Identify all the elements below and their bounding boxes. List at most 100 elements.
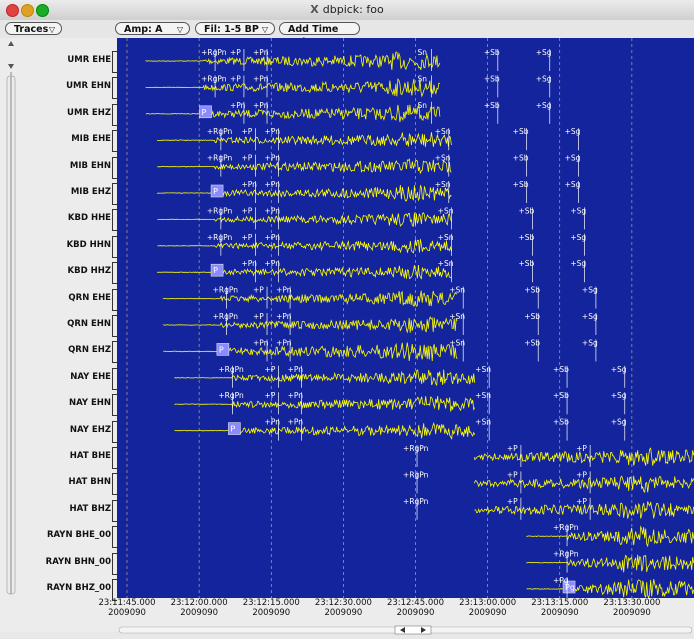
phase-pick-label: +Sb bbox=[553, 365, 569, 374]
minimize-button[interactable] bbox=[21, 4, 34, 17]
trace-plot[interactable]: +RgPn +P +Pn Sn +Sb +Sg +RgPn +P +Pn Sn +Sb +Sg P +Pn… bbox=[117, 38, 694, 598]
channel-labels: UMR EHE UMR EHN UMR EHZ MIB EHE MIB EHN MIB E… bbox=[17, 38, 117, 601]
phase-pick-label: +P bbox=[576, 444, 587, 453]
pick-box-label: P bbox=[213, 266, 218, 275]
phase-pick-label: +Pn bbox=[265, 418, 281, 427]
time-tick-label: 23:11:45.000 2009090 bbox=[92, 598, 162, 618]
channel-bracket bbox=[112, 473, 117, 496]
vertical-scrollbar[interactable] bbox=[5, 38, 17, 598]
time-tick-day: 2009090 bbox=[468, 608, 507, 618]
phase-pick-label: +Sb bbox=[553, 391, 569, 400]
zoom-button[interactable] bbox=[36, 4, 49, 17]
time-tick-time: 23:13:30.000 bbox=[603, 598, 661, 608]
pick-box-label: P bbox=[219, 345, 224, 354]
add-time-mark-button[interactable]: Add Time Mrk bbox=[279, 22, 360, 48]
channel-label[interactable]: NAY EHN bbox=[68, 398, 111, 409]
time-tick-time: 23:12:30.000 bbox=[314, 598, 372, 608]
phase-pick-label: +Pn bbox=[276, 312, 292, 321]
time-tick-time: 23:12:00.000 bbox=[170, 598, 228, 608]
channel-bracket bbox=[112, 447, 117, 469]
channel-bracket bbox=[112, 51, 117, 73]
channel-bracket bbox=[112, 420, 117, 443]
channel-label[interactable]: HAT BHZ bbox=[69, 503, 111, 514]
phase-pick-label: +Sn bbox=[438, 233, 454, 242]
phase-pick-label: +Sg bbox=[565, 180, 581, 189]
waveform-trace bbox=[145, 51, 441, 71]
channel-bracket bbox=[112, 156, 117, 179]
phase-pick-label: +P bbox=[230, 74, 241, 83]
filter-menu-button[interactable]: Fil: 1-5 BP ▽ bbox=[195, 22, 275, 35]
horizontal-scrollbar[interactable] bbox=[117, 620, 694, 635]
phase-pick-label: +RgPn bbox=[213, 312, 239, 321]
chevron-down-icon: ▽ bbox=[176, 25, 183, 34]
waveform-trace bbox=[163, 342, 458, 362]
channel-label[interactable]: KBD HHE bbox=[67, 213, 111, 224]
time-tick-time: 23:11:45.000 bbox=[98, 598, 156, 608]
time-tick-time: 23:13:00.000 bbox=[459, 598, 517, 608]
waveform-trace bbox=[474, 475, 694, 494]
phase-pick-label: +RgPn bbox=[553, 550, 579, 559]
channel-label[interactable]: QRN EHE bbox=[68, 292, 111, 303]
channel-label[interactable]: UMR EHE bbox=[67, 55, 111, 65]
waveform-trace bbox=[157, 132, 452, 147]
channel-label[interactable]: QRN EHZ bbox=[68, 345, 111, 356]
time-tick-label: 23:13:30.000 2009090 bbox=[597, 598, 667, 618]
channel-label[interactable]: NAY EHE bbox=[70, 371, 111, 382]
channel-label[interactable]: QRN EHN bbox=[67, 319, 111, 329]
phase-pick-label: +Sg bbox=[570, 233, 586, 242]
phase-pick-label: +Sn bbox=[438, 259, 454, 268]
channel-label[interactable]: NAY EHZ bbox=[69, 424, 111, 435]
phase-pick-label: +Pn bbox=[241, 259, 257, 268]
pick-box bbox=[210, 184, 224, 198]
phase-pick-label: +P bbox=[507, 444, 518, 453]
waveform-trace bbox=[474, 447, 694, 466]
close-button[interactable] bbox=[6, 4, 19, 17]
phase-pick-label: +P bbox=[241, 127, 252, 136]
phase-pick-label: +Pn bbox=[288, 391, 304, 400]
channel-label[interactable]: KBD HHN bbox=[66, 239, 111, 250]
phase-pick-label: +Sb bbox=[518, 206, 534, 215]
amp-menu-button[interactable]: Amp: A ▽ bbox=[115, 22, 190, 35]
phase-pick-label: +Sg bbox=[611, 391, 627, 400]
channel-bracket bbox=[112, 526, 117, 549]
channel-label[interactable]: HAT BHN bbox=[68, 477, 112, 488]
channel-label[interactable]: MIB EHN bbox=[69, 160, 111, 171]
phase-pick-label: +Sb bbox=[524, 338, 540, 347]
window-title-text: dbpick: foo bbox=[322, 3, 384, 16]
channel-label[interactable]: MIB EHE bbox=[71, 134, 111, 145]
channel-label[interactable]: RAYN BHE_00 bbox=[46, 530, 111, 541]
phase-pick-label: +Pn bbox=[276, 338, 292, 347]
phase-pick-label: +Sb bbox=[553, 418, 569, 427]
time-axis: 23:11:45.000 2009090 23:12:00.000 2009090 23… bbox=[98, 598, 694, 620]
scroll-up-icon bbox=[8, 41, 14, 46]
channel-label[interactable]: UMR EHZ bbox=[67, 107, 111, 118]
channel-bracket bbox=[112, 183, 117, 205]
phase-pick-label: +RgPn bbox=[201, 74, 227, 83]
channel-label[interactable]: UMR EHN bbox=[66, 81, 111, 92]
waveform-trace bbox=[157, 264, 452, 280]
waveform-trace bbox=[162, 315, 458, 334]
phase-pick-label: +Sg bbox=[536, 74, 552, 83]
channel-bracket bbox=[112, 367, 117, 390]
time-tick-time: 23:12:45.000 bbox=[386, 598, 445, 608]
phase-pick-label: +Pn bbox=[253, 338, 269, 347]
channel-bracket bbox=[112, 77, 117, 100]
channel-label[interactable]: KBD HHZ bbox=[67, 266, 111, 277]
waveform-trace bbox=[174, 396, 476, 412]
channel-label[interactable]: MIB EHZ bbox=[70, 187, 111, 197]
phase-pick-label: +Sb bbox=[518, 259, 534, 268]
phase-pick-label: +RgPn bbox=[213, 286, 239, 295]
channel-bracket bbox=[112, 552, 117, 575]
channel-label[interactable]: HAT BHE bbox=[69, 451, 111, 461]
channel-label[interactable]: RAYN BHZ_00 bbox=[46, 583, 111, 593]
channel-label[interactable]: RAYN BHN_00 bbox=[45, 556, 111, 567]
phase-pick-label: +Pn bbox=[265, 127, 281, 136]
phase-pick-label: +Sb bbox=[484, 48, 500, 57]
pick-box bbox=[228, 422, 241, 435]
phase-pick-label: +Sn bbox=[449, 312, 465, 321]
phase-pick-label: +Sb bbox=[513, 127, 529, 136]
waveform-trace bbox=[526, 525, 694, 548]
traces-menu-button[interactable]: Traces ▽ bbox=[5, 22, 62, 35]
phase-pick-label: +P bbox=[507, 497, 518, 506]
